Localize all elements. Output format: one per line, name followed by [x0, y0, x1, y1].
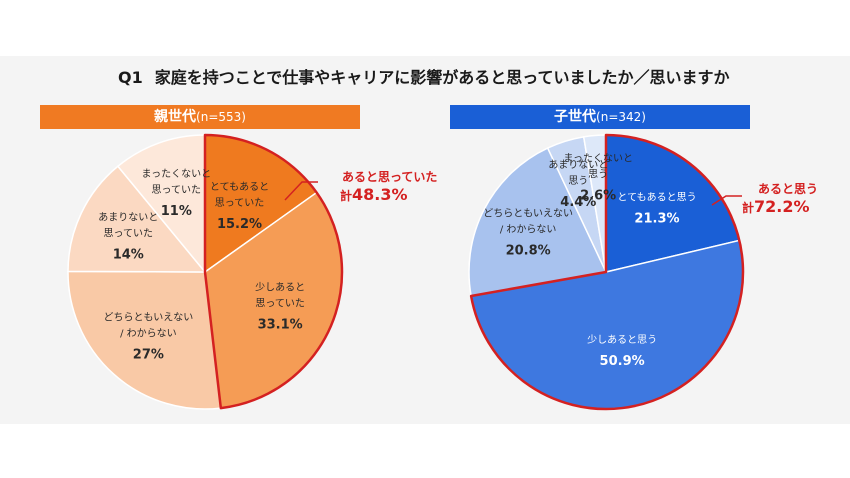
child-slice-label-2: どちらともいえない / わからない 20.8% — [483, 208, 573, 259]
parent-slice-label-text: 思っていた — [215, 197, 265, 209]
child-callout-leader — [711, 195, 742, 206]
parent-slice-label-text: 思っていた — [152, 184, 202, 196]
parent-callout: あると思っていた 計48.3% — [318, 168, 437, 204]
child-slice-label-text: 少しあると思う — [587, 334, 657, 346]
child-sample-size: (n=342) — [596, 110, 646, 124]
child-generation-header: 子世代(n=342) — [450, 105, 750, 129]
child-slice-value: 20.8% — [506, 244, 551, 259]
child-slice-label-0: とてもあると思う 21.3% — [617, 192, 696, 227]
parent-slice-label-text: 少しあると — [255, 281, 305, 293]
parent-slice-value: 27% — [133, 347, 164, 362]
parent-slice-label-text: 思っていた — [104, 228, 154, 240]
child-slice-label-text: どちらともいえない — [483, 208, 573, 220]
parent-slice-4 — [116, 134, 206, 275]
child-slice-label-text: あまりないと — [548, 159, 608, 171]
child-slice-value: 2.6% — [580, 188, 616, 203]
child-slice-value: 21.3% — [634, 212, 679, 227]
question-title: Q1 家庭を持つことで仕事やキャリアに影響があると思っていましたか／思いますか — [118, 64, 729, 88]
question-number: Q1 — [118, 68, 143, 87]
child-group-label: 子世代 — [554, 109, 597, 125]
parent-pie-chart: とてもあると思っていた15.2%少しあると思っていた33.1%どちらともいえない… — [67, 133, 344, 410]
child-slice-value: 4.4% — [560, 195, 596, 210]
child-slice-label-text: とてもあると思う — [617, 192, 696, 204]
child-slice-label-text: まったくないと — [563, 152, 633, 164]
child-pie-chart: とてもあると思う 21.3% 少しあると思う 50.9% どちらともいえない / わからな… — [468, 133, 745, 411]
parent-group-label: 親世代 — [154, 109, 197, 125]
parent-slice-3 — [67, 165, 207, 273]
child-slice-2 — [468, 147, 608, 297]
parent-sample-size: (n=553) — [196, 110, 246, 124]
child-slice-label-text: 思う — [568, 175, 588, 187]
child-callout: あると思う 計72.2% — [742, 180, 818, 216]
parent-callout-prefix: 計 — [340, 189, 353, 203]
parent-slice-value: 11% — [161, 204, 192, 219]
child-callout-prefix: 計 — [742, 201, 755, 215]
child-slice-label-text: 思う — [588, 168, 608, 180]
child-slice-label-1: 少しあると思う 50.9% — [587, 334, 657, 369]
child-callout-total: 72.2% — [754, 197, 810, 216]
parent-slice-label-text: 思っていた — [255, 297, 305, 309]
parent-slice-2 — [67, 270, 222, 410]
parent-callout-leader — [284, 181, 318, 201]
child-slice-label-text: / わからない — [500, 224, 557, 236]
parent-callout-label: あると思っていた — [342, 170, 438, 184]
parent-slice-label-text: / わからない — [120, 327, 177, 339]
parent-highlight-outline — [203, 133, 344, 410]
parent-slice-label-text: どちらともいえない — [103, 311, 193, 323]
parent-generation-header: 親世代(n=553) — [40, 105, 360, 129]
question-text: 家庭を持つことで仕事やキャリアに影響があると思っていましたか／思いますか — [154, 68, 730, 87]
parent-slice-value: 33.1% — [258, 317, 303, 332]
parent-slice-value: 15.2% — [217, 217, 262, 232]
parent-slice-label-text: とてもあると — [210, 181, 269, 193]
child-callout-label: あると思う — [758, 182, 819, 196]
parent-callout-total: 48.3% — [352, 185, 408, 204]
parent-slice-label-text: あまりないと — [98, 212, 158, 224]
parent-slice-label-text: まったくないと — [142, 168, 212, 180]
child-slice-value: 50.9% — [600, 354, 645, 369]
child-highlight-outline — [469, 133, 745, 411]
parent-slice-label-2: どちらともいえない / わからない 27% — [103, 311, 193, 362]
parent-slice-value: 14% — [113, 248, 144, 263]
